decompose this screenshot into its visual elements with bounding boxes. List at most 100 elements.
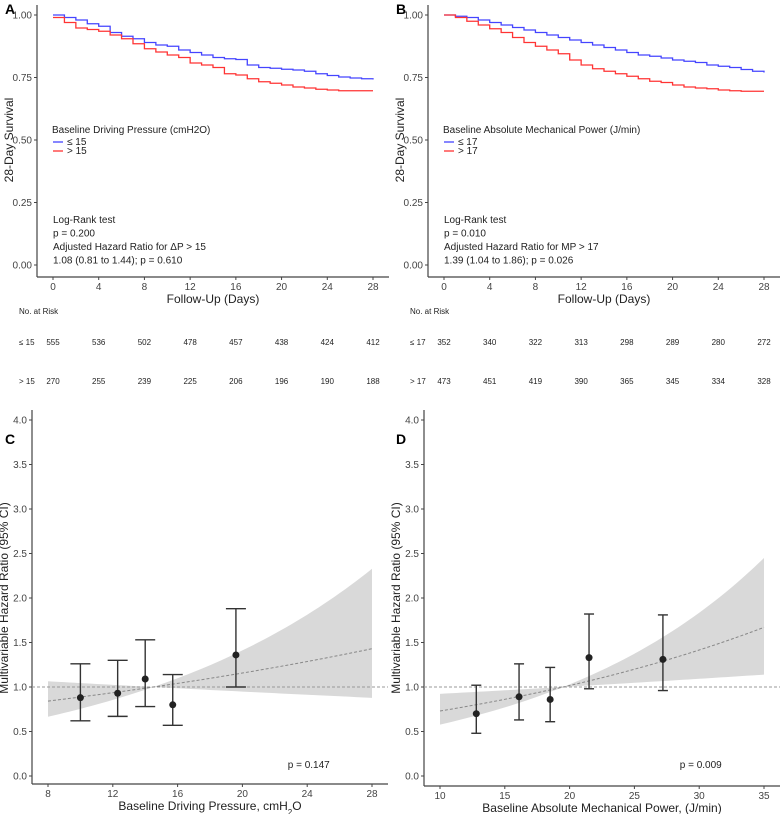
y-tick-label: 2.0 (13, 594, 27, 605)
y-tick-label: 0.50 (13, 136, 33, 147)
y-axis-title: Multivariable Hazard Ratio (95% CI) (389, 502, 403, 693)
x-axis-title-subscript: 2 (288, 808, 293, 814)
y-tick-label: 3.5 (13, 460, 27, 471)
risk-count: 457 (229, 338, 243, 347)
spline-estimate-line (439, 626, 765, 712)
risk-count: 280 (712, 338, 726, 347)
x-axis-title: Follow-Up (Days) (558, 292, 651, 306)
legend-label: > 15 (67, 146, 87, 157)
y-tick-label: 3.0 (405, 505, 419, 516)
y-tick-label: 2.5 (405, 549, 419, 560)
risk-count: 473 (437, 377, 451, 386)
stat-annotation: p = 0.010 (444, 229, 486, 240)
y-tick-label: 4.0 (405, 416, 419, 427)
legend-title: Baseline Driving Pressure (cmH2O) (52, 125, 210, 136)
risk-count: 424 (321, 338, 335, 347)
risk-count: 270 (46, 377, 60, 386)
confidence-band (440, 557, 764, 725)
y-tick-label: 0.75 (404, 73, 424, 84)
x-tick-label: 35 (758, 791, 770, 802)
legend-title: Baseline Absolute Mechanical Power (J/mi… (443, 125, 640, 136)
x-tick-label: 30 (694, 791, 706, 802)
x-tick-label: 8 (45, 789, 51, 800)
y-tick-label: 1.00 (404, 11, 424, 22)
x-tick-label: 0 (441, 282, 447, 293)
data-point (472, 710, 480, 718)
x-tick-label: 20 (667, 282, 679, 293)
y-tick-label: 0.5 (13, 727, 27, 738)
risk-table-title: No. at Risk (410, 307, 450, 316)
x-tick-label: 28 (367, 282, 379, 293)
stat-annotation: 1.08 (0.81 to 1.44); p = 0.610 (53, 256, 183, 267)
y-axis-title: Multivariable Hazard Ratio (95% CI) (0, 502, 11, 693)
x-tick-label: 8 (142, 282, 148, 293)
x-tick-label: 24 (713, 282, 725, 293)
x-tick-label: 4 (487, 282, 493, 293)
data-point (546, 695, 554, 703)
y-tick-label: 1.0 (405, 683, 419, 694)
stat-annotation: Adjusted Hazard Ratio for MP > 17 (444, 242, 599, 253)
panel-label: C (5, 431, 15, 447)
panel-A: A 0.00 0.25 0.50 0.75 1.00 0 4 8 12 16 20 24 28 28-Day… (2, 1, 389, 386)
y-tick-label: 1.5 (13, 638, 27, 649)
risk-count: 352 (437, 338, 451, 347)
risk-count: 419 (529, 377, 543, 386)
y-tick-label: 1.5 (405, 638, 419, 649)
y-tick-label: 0.25 (404, 198, 424, 209)
y-tick-label: 2.5 (13, 549, 27, 560)
data-point (232, 651, 240, 659)
x-tick-label: 25 (629, 791, 641, 802)
y-tick-label: 0.0 (405, 772, 419, 783)
stat-annotation: p = 0.200 (53, 229, 95, 240)
y-tick-label: 0.00 (404, 261, 424, 272)
x-axis-title: Follow-Up (Days) (167, 292, 260, 306)
panel-label: B (396, 1, 406, 17)
km-curve-high (53, 16, 373, 92)
p-value-annotation: p = 0.009 (680, 760, 722, 771)
x-tick-label: 0 (50, 282, 56, 293)
panel-C: C 0.0 0.5 1.0 1.5 2.0 2.5 3.0 3.5 4.0 8 12 16 20 24 28 M… (0, 410, 388, 814)
risk-row-label: > 15 (19, 377, 35, 386)
data-point (169, 701, 177, 709)
km-curve-high (444, 14, 764, 92)
y-tick-label: 3.5 (405, 460, 419, 471)
x-tick-label: 4 (96, 282, 102, 293)
risk-count: 502 (138, 338, 152, 347)
risk-count: 289 (666, 338, 680, 347)
legend-label: > 17 (458, 146, 478, 157)
risk-row-label: ≤ 17 (410, 338, 426, 347)
data-point (585, 654, 593, 662)
x-tick-label: 24 (322, 282, 334, 293)
km-curve-low (53, 14, 374, 80)
y-tick-label: 0.25 (13, 198, 33, 209)
data-point (114, 689, 122, 697)
risk-count: 255 (92, 377, 106, 386)
y-tick-label: 0.5 (405, 727, 419, 738)
stat-annotation: Log-Rank test (444, 215, 506, 226)
risk-count: 196 (275, 377, 289, 386)
risk-count: 536 (92, 338, 106, 347)
risk-count: 451 (483, 377, 497, 386)
x-tick-label: 20 (276, 282, 288, 293)
x-tick-label: 16 (172, 789, 184, 800)
x-tick-label: 24 (302, 789, 314, 800)
x-axis-title: Baseline Driving Pressure, cmH2O (118, 799, 301, 814)
risk-count: 225 (183, 377, 197, 386)
risk-count: 190 (321, 377, 335, 386)
x-tick-label: 20 (564, 791, 576, 802)
y-axis-title: 28-Day Survival (393, 98, 407, 183)
panel-label: D (396, 431, 406, 447)
stat-annotation: Log-Rank test (53, 215, 115, 226)
y-tick-label: 0.75 (13, 73, 33, 84)
data-point (659, 655, 667, 663)
panel-D: D 0.0 0.5 1.0 1.5 2.0 2.5 3.0 3.5 4.0 10 15 20 25 30 35… (389, 410, 780, 814)
data-point (141, 675, 149, 683)
y-tick-label: 0.00 (13, 261, 33, 272)
y-tick-label: 4.0 (13, 416, 27, 427)
x-tick-label: 12 (107, 789, 119, 800)
y-tick-label: 3.0 (13, 505, 27, 516)
risk-count: 390 (574, 377, 588, 386)
x-tick-label: 15 (499, 791, 511, 802)
x-tick-label: 10 (434, 791, 446, 802)
